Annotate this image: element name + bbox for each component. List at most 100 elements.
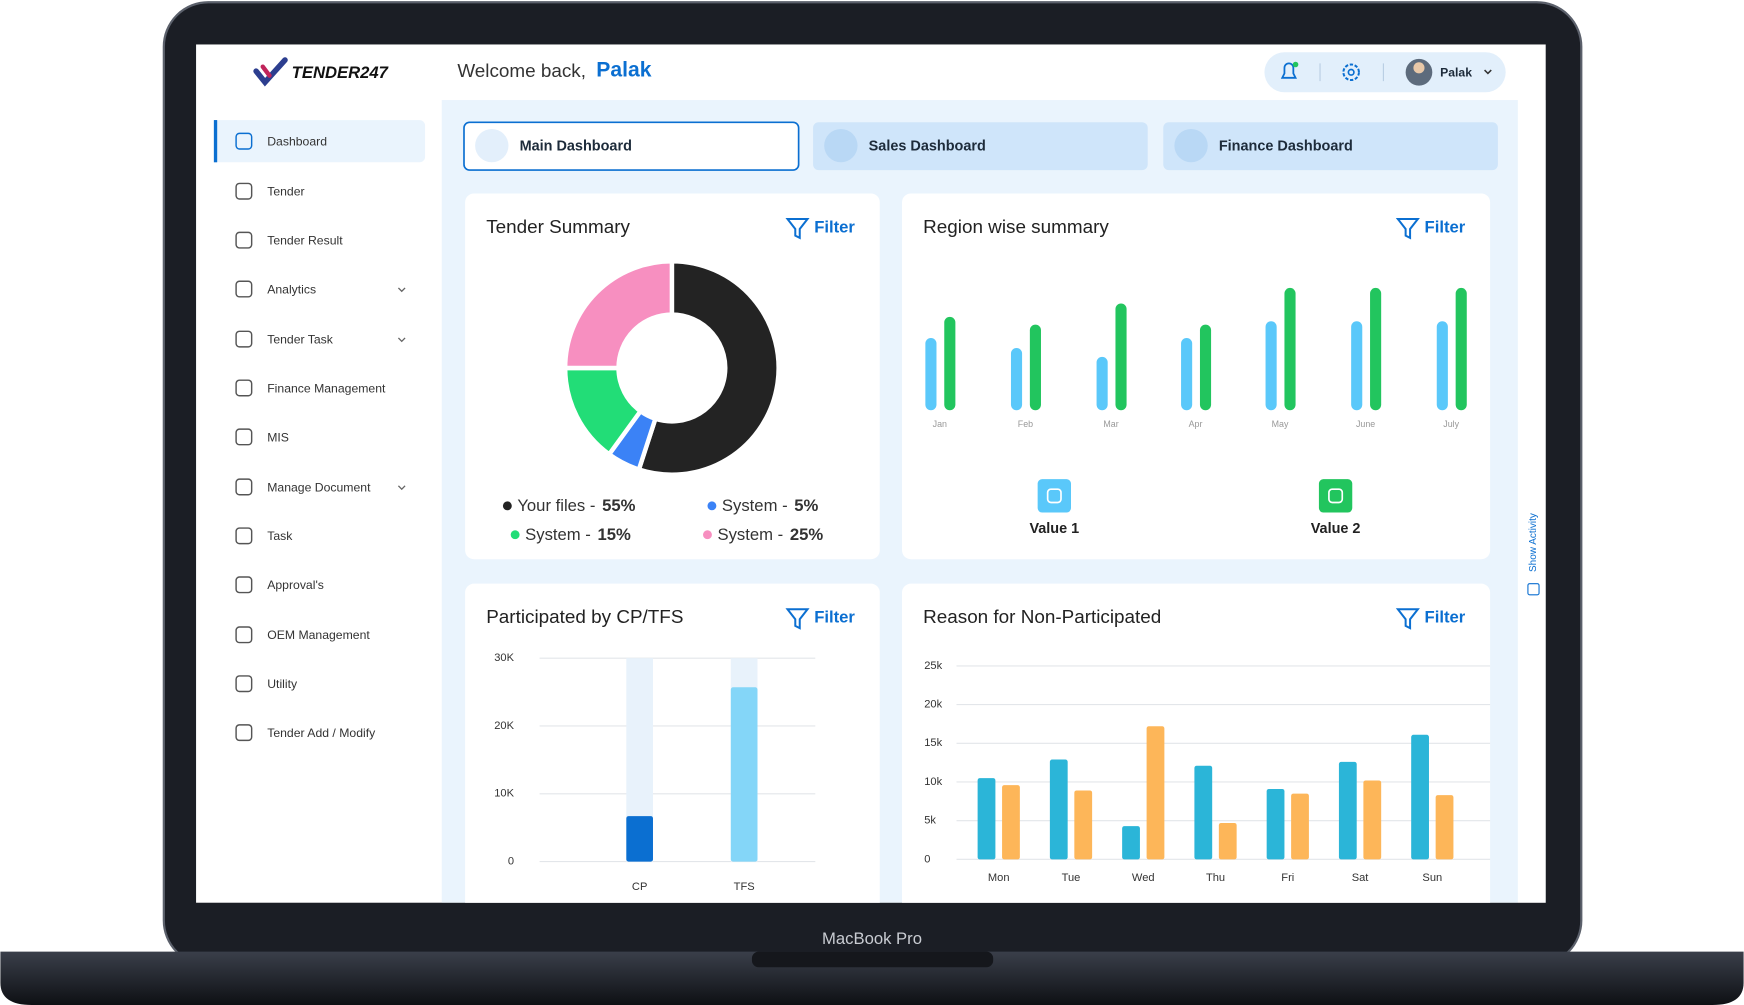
bar bbox=[1074, 790, 1093, 860]
x-tick-label: TFS bbox=[734, 881, 755, 893]
legend-label: System - bbox=[525, 525, 591, 544]
filter-icon[interactable] bbox=[785, 608, 810, 630]
bar bbox=[1370, 287, 1382, 411]
nav-item[interactable]: Approval's bbox=[267, 578, 324, 592]
nav-item[interactable]: Utility bbox=[267, 677, 298, 691]
device-label: MacBook Pro bbox=[822, 929, 922, 948]
nav-icon[interactable] bbox=[235, 626, 253, 644]
bar bbox=[1266, 788, 1285, 860]
bar bbox=[1122, 826, 1140, 860]
nav-icon[interactable] bbox=[235, 527, 253, 545]
bar bbox=[1284, 287, 1296, 411]
nav-item[interactable]: Analytics bbox=[267, 282, 316, 296]
filter-icon[interactable] bbox=[785, 218, 810, 240]
filter-icon[interactable] bbox=[1395, 608, 1420, 630]
nav-icon[interactable] bbox=[235, 576, 253, 594]
nav-item[interactable]: Finance Management bbox=[267, 381, 386, 395]
nav-icon[interactable] bbox=[235, 182, 253, 200]
card bbox=[902, 583, 1491, 903]
profile-name[interactable]: Palak bbox=[1440, 66, 1472, 80]
bar bbox=[1436, 321, 1448, 411]
header-actions bbox=[1264, 52, 1506, 93]
nav-item[interactable]: Tender Result bbox=[267, 233, 343, 247]
card-title: Tender Summary bbox=[486, 217, 630, 238]
submenu-chevron[interactable] bbox=[397, 337, 406, 343]
submenu-chevron[interactable] bbox=[397, 485, 406, 491]
nav-icon[interactable] bbox=[235, 330, 253, 348]
bar bbox=[1194, 765, 1213, 860]
activity-icon[interactable] bbox=[1527, 583, 1540, 596]
nav-item[interactable]: MIS bbox=[267, 430, 289, 444]
filter-label[interactable]: Filter bbox=[814, 608, 855, 627]
nav-item[interactable]: Task bbox=[267, 529, 293, 543]
welcome-text: Welcome back, bbox=[457, 61, 586, 82]
submenu-chevron[interactable] bbox=[397, 287, 406, 293]
filter-icon[interactable] bbox=[1395, 218, 1420, 240]
tab[interactable] bbox=[463, 121, 800, 171]
y-tick-label: 5k bbox=[924, 815, 936, 827]
show-activity[interactable]: Show Activity bbox=[1528, 513, 1539, 572]
notification-icon[interactable] bbox=[1280, 62, 1298, 79]
legend-item: System - 5% bbox=[722, 496, 819, 515]
nav-icon[interactable] bbox=[235, 379, 253, 397]
nav-item[interactable]: Tender bbox=[267, 185, 304, 199]
bar bbox=[1002, 785, 1020, 860]
legend-dot bbox=[510, 530, 520, 540]
tab[interactable] bbox=[1163, 122, 1498, 171]
tab-icon bbox=[475, 128, 509, 163]
card bbox=[902, 193, 1491, 560]
avatar-face bbox=[1413, 62, 1425, 74]
x-tick-label: Thu bbox=[1206, 872, 1225, 884]
card bbox=[465, 583, 880, 903]
profile-chevron[interactable] bbox=[1484, 69, 1492, 75]
logo-mark bbox=[253, 57, 288, 87]
x-tick-label: Apr bbox=[1189, 419, 1203, 429]
x-tick-label: Mon bbox=[988, 872, 1010, 884]
x-tick-label: July bbox=[1443, 419, 1459, 429]
nav-icon[interactable] bbox=[235, 428, 253, 446]
nav-item[interactable]: Tender Add / Modify bbox=[267, 726, 376, 740]
bar bbox=[1029, 324, 1041, 411]
bar bbox=[1146, 726, 1165, 860]
bar bbox=[1265, 321, 1277, 411]
nav-item[interactable]: Manage Document bbox=[267, 480, 371, 494]
legend-label: Your files - bbox=[517, 496, 595, 515]
tab-label[interactable]: Sales Dashboard bbox=[869, 139, 986, 155]
legend-swatch bbox=[1037, 479, 1071, 513]
card-title: Reason for Non-Participated bbox=[923, 607, 1161, 628]
screen-content: TENDER247 Welcome back, Palak Palak Show… bbox=[213, 52, 1546, 903]
legend-item: Your files - 55% bbox=[517, 496, 635, 515]
bar bbox=[1096, 356, 1108, 411]
bar bbox=[1411, 734, 1429, 860]
bar bbox=[626, 816, 653, 862]
nav-icon[interactable] bbox=[235, 478, 253, 496]
legend-value: 5% bbox=[794, 496, 818, 515]
legend-glyph bbox=[1328, 488, 1344, 504]
nav-icon[interactable] bbox=[235, 231, 253, 249]
nav-item[interactable]: Dashboard bbox=[267, 135, 327, 149]
filter-label[interactable]: Filter bbox=[1425, 608, 1466, 627]
settings-icon[interactable] bbox=[1342, 63, 1360, 82]
filter-label[interactable]: Filter bbox=[814, 217, 855, 236]
legend-dot bbox=[707, 501, 717, 511]
bar bbox=[1115, 303, 1127, 411]
nav-icon[interactable] bbox=[235, 675, 253, 693]
nav-icon[interactable] bbox=[235, 724, 253, 742]
bar bbox=[1199, 324, 1212, 411]
laptop-base bbox=[0, 951, 1744, 1005]
nav-icon[interactable] bbox=[235, 132, 253, 150]
nav-item[interactable]: OEM Management bbox=[267, 628, 370, 642]
bar bbox=[1010, 347, 1023, 411]
y-tick-label: 30K bbox=[494, 652, 514, 664]
nav-item[interactable]: Tender Task bbox=[267, 332, 334, 346]
tab[interactable] bbox=[813, 122, 1148, 171]
tab-label[interactable]: Main Dashboard bbox=[520, 139, 632, 155]
bar bbox=[977, 778, 996, 860]
legend-swatch bbox=[1318, 479, 1353, 513]
laptop-notch bbox=[751, 951, 994, 968]
x-tick-label: Feb bbox=[1018, 419, 1033, 429]
filter-label[interactable]: Filter bbox=[1425, 217, 1466, 236]
bar bbox=[730, 687, 758, 862]
nav-icon[interactable] bbox=[235, 280, 253, 298]
tab-label[interactable]: Finance Dashboard bbox=[1219, 139, 1353, 155]
